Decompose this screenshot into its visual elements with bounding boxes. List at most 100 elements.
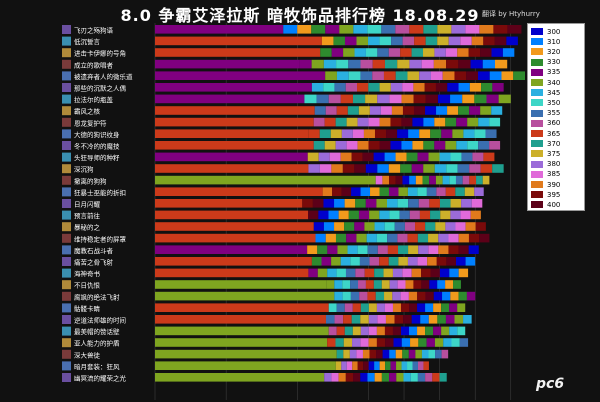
bar-segment [302, 199, 313, 208]
category-label: 那些的沉默之人偶 [74, 84, 127, 93]
bar-segment [421, 268, 431, 278]
bar-segment [454, 315, 464, 324]
bar-segment [379, 36, 392, 46]
bar-segment [338, 373, 346, 382]
bar-segment [368, 303, 377, 312]
bar-segment [369, 257, 380, 266]
bar-segment [385, 315, 395, 324]
bar-segment [336, 71, 349, 80]
legend-label: 335 [547, 68, 561, 77]
bar-segment [155, 59, 300, 69]
legend-item: 350 [531, 98, 560, 107]
bar-segment [413, 83, 425, 92]
bar-segment [441, 326, 450, 336]
bar-segment [354, 48, 366, 57]
bar-segment [331, 373, 339, 382]
bar-segment [387, 199, 398, 208]
bar-segment [350, 257, 360, 266]
bar-segment [429, 175, 436, 185]
bar-segment [480, 48, 492, 57]
bar-segment [479, 233, 490, 243]
bar-segment [381, 373, 390, 382]
bar-segment [313, 141, 325, 150]
bar-segment [425, 373, 433, 382]
bar-segment [308, 129, 320, 138]
bar-segment [155, 164, 309, 173]
bar-segment [314, 106, 326, 115]
bar-segment [311, 257, 322, 266]
bar-segment [155, 141, 314, 150]
bar-segment [439, 373, 447, 382]
bar-segment [418, 338, 427, 347]
legend-swatch [531, 38, 543, 46]
bar-segment [448, 36, 461, 46]
bar-segment [398, 257, 408, 266]
bar-segment [376, 303, 385, 312]
bar-segment [458, 291, 467, 301]
bar-segment [368, 141, 380, 150]
bar-segment [428, 349, 436, 359]
bar-segment [335, 361, 342, 370]
bar-segment [384, 222, 395, 231]
legend-label: 385 [547, 170, 561, 179]
category-label: 飞刃之殇狗语 [74, 26, 114, 35]
bar-segment [405, 280, 414, 289]
bar-segment [376, 349, 383, 359]
bar-segment [439, 152, 451, 162]
bar-segment [390, 141, 402, 150]
bar-segment [318, 152, 330, 162]
item-icon [62, 117, 71, 127]
item-icon [62, 315, 71, 324]
bar-segment [465, 222, 476, 231]
bar-segment [482, 59, 495, 69]
bar-segment [387, 245, 399, 254]
legend-item: 365 [531, 129, 560, 138]
bar-segment [336, 59, 349, 69]
legend-swatch [531, 109, 543, 117]
bar-segment [365, 199, 377, 208]
bar-segment [155, 48, 321, 57]
item-icon [62, 361, 71, 371]
bar-segment [384, 326, 393, 336]
bar-segment [437, 315, 446, 324]
bar-segment [494, 36, 507, 46]
bar-segment [307, 245, 318, 254]
item-icon [62, 83, 71, 92]
legend-item: 335 [531, 68, 560, 77]
bar-segment [328, 303, 337, 312]
bar-segment [449, 268, 459, 278]
legend-label: 370 [547, 139, 561, 148]
bar-segment [388, 164, 401, 173]
bar-segment [357, 361, 364, 370]
bar-segment [304, 94, 317, 104]
bar-segment [471, 36, 484, 46]
bar-segment [364, 268, 375, 278]
bar-segment [379, 83, 391, 92]
bar-segment [438, 233, 449, 243]
bar-segment [391, 106, 403, 115]
bar-segment [328, 326, 337, 336]
legend-item: 395 [531, 190, 560, 199]
bar-segment [477, 71, 490, 80]
bar-segment [460, 210, 471, 220]
bar-segment [472, 152, 484, 162]
bar-segment [377, 94, 390, 104]
category-label: 低沉誓言 [74, 37, 101, 46]
bar-segment [351, 315, 361, 324]
bar-segment [441, 129, 453, 138]
bar-segment [492, 164, 504, 173]
bar-segment [311, 25, 326, 34]
category-label: 骷髅卡睛 [74, 304, 101, 313]
bar-segment [428, 233, 439, 243]
bar-segment [330, 129, 342, 138]
item-icon [62, 164, 71, 174]
bar-segment [409, 210, 420, 220]
bar-segment [372, 71, 384, 80]
bar-segment [376, 199, 388, 208]
bar-segment [380, 106, 392, 115]
bar-segment [323, 199, 335, 208]
bar-segment [501, 71, 514, 80]
bar-segment [425, 326, 434, 336]
legend-label: 300 [547, 27, 561, 36]
bar-segment [408, 291, 418, 301]
